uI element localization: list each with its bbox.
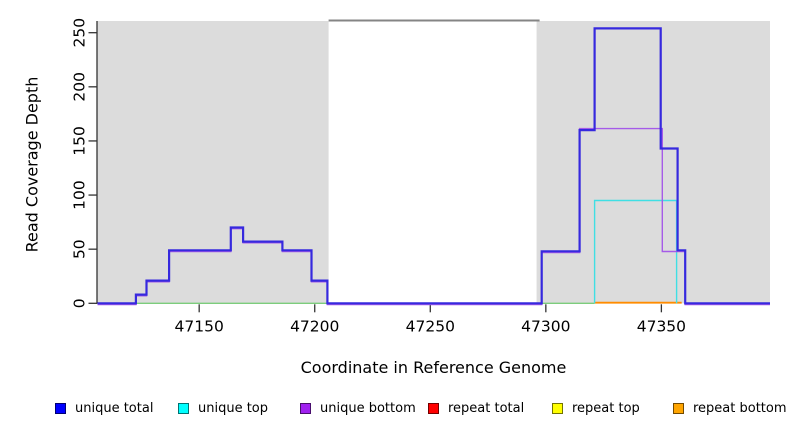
- y-tick-label: 150: [71, 126, 89, 156]
- y-tick-label: 0: [71, 298, 89, 308]
- x-tick-label: 47150: [175, 317, 224, 335]
- y-tick-label: 250: [71, 18, 89, 48]
- legend-label: repeat bottom: [693, 400, 787, 416]
- legend-swatch-icon: [428, 402, 439, 414]
- chart-legend: unique total unique top unique bottom repea…: [0, 398, 792, 424]
- legend-label: repeat total: [448, 400, 525, 416]
- legend-swatch-icon: [55, 402, 66, 414]
- legend-label: unique top: [198, 400, 269, 416]
- x-axis-title: Coordinate in Reference Genome: [300, 358, 567, 377]
- x-tick-label: 47350: [637, 317, 686, 335]
- legend-label: repeat top: [572, 400, 640, 416]
- legend-swatch-icon: [673, 402, 684, 414]
- x-tick-label: 47250: [406, 317, 455, 335]
- y-tick-label: 50: [71, 239, 89, 259]
- shaded-band-0: [97, 21, 329, 304]
- legend-swatch-icon: [300, 402, 311, 414]
- y-tick-label: 100: [71, 180, 89, 210]
- legend-item-repeat-top: repeat top: [552, 398, 640, 418]
- x-tick-label: 47300: [521, 317, 570, 335]
- legend-item-repeat-total: repeat total: [428, 398, 524, 418]
- unique-bottom-line: [97, 127, 770, 306]
- shaded-band-1: [536, 21, 770, 304]
- legend-swatch-icon: [552, 402, 563, 414]
- legend-swatch-icon: [178, 402, 189, 414]
- y-axis-title: Read Coverage Depth: [22, 76, 42, 253]
- legend-label: unique bottom: [320, 400, 416, 416]
- y-tick-label: 200: [71, 72, 89, 102]
- x-tick-label: 47200: [290, 317, 339, 335]
- legend-item-repeat-bottom: repeat bottom: [673, 398, 787, 418]
- unique-total-line: [97, 27, 770, 305]
- legend-item-unique-top: unique top: [178, 398, 268, 418]
- legend-label: unique total: [75, 400, 154, 416]
- legend-item-unique-bottom: unique bottom: [300, 398, 416, 418]
- legend-item-unique-total: unique total: [55, 398, 153, 418]
